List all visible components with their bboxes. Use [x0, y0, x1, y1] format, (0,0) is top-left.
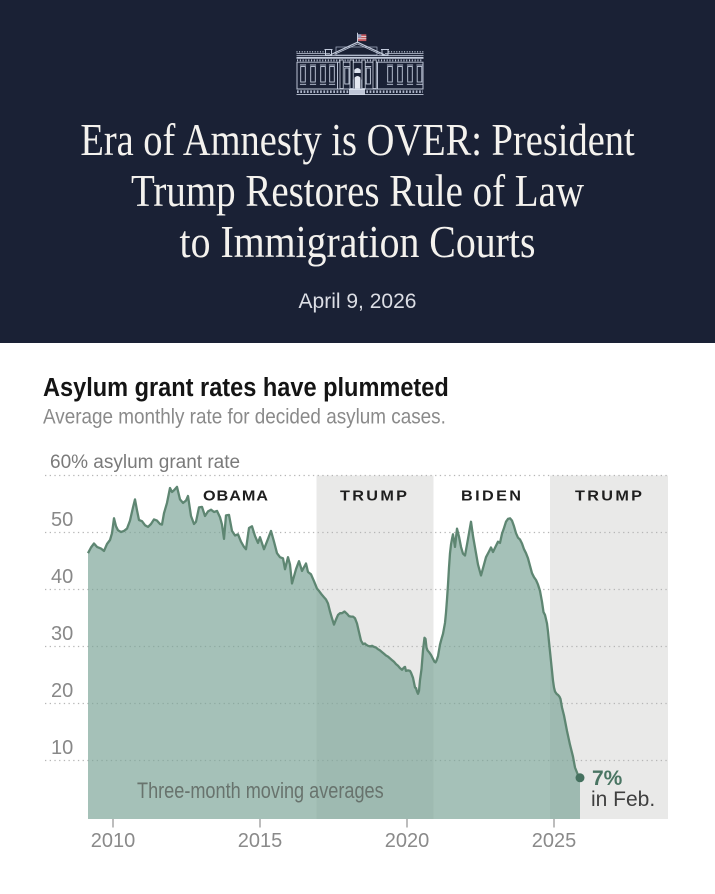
svg-text:OBAMA: OBAMA: [203, 488, 268, 504]
svg-text:TRUMP: TRUMP: [340, 488, 407, 504]
svg-text:TRUMP: TRUMP: [575, 488, 642, 504]
svg-text:Average monthly rate for decid: Average monthly rate for decided asylum …: [43, 406, 446, 429]
svg-text:50: 50: [51, 509, 73, 531]
svg-text:in Feb.: in Feb.: [591, 788, 655, 811]
svg-text:Asylum grant rates have plumme: Asylum grant rates have plummeted: [43, 374, 449, 402]
svg-text:10: 10: [51, 737, 73, 759]
svg-text:20: 20: [51, 680, 73, 702]
svg-text:2025: 2025: [532, 830, 577, 852]
svg-text:2020: 2020: [385, 830, 430, 852]
svg-text:BIDEN: BIDEN: [461, 488, 521, 504]
svg-text:40: 40: [51, 566, 73, 588]
svg-text:7%: 7%: [592, 767, 623, 790]
svg-text:2015: 2015: [238, 830, 283, 852]
svg-text:Three-month moving averages: Three-month moving averages: [137, 779, 384, 803]
svg-text:2010: 2010: [91, 830, 136, 852]
svg-text:60% asylum grant rate: 60% asylum grant rate: [50, 452, 240, 473]
svg-text:30: 30: [51, 623, 73, 645]
